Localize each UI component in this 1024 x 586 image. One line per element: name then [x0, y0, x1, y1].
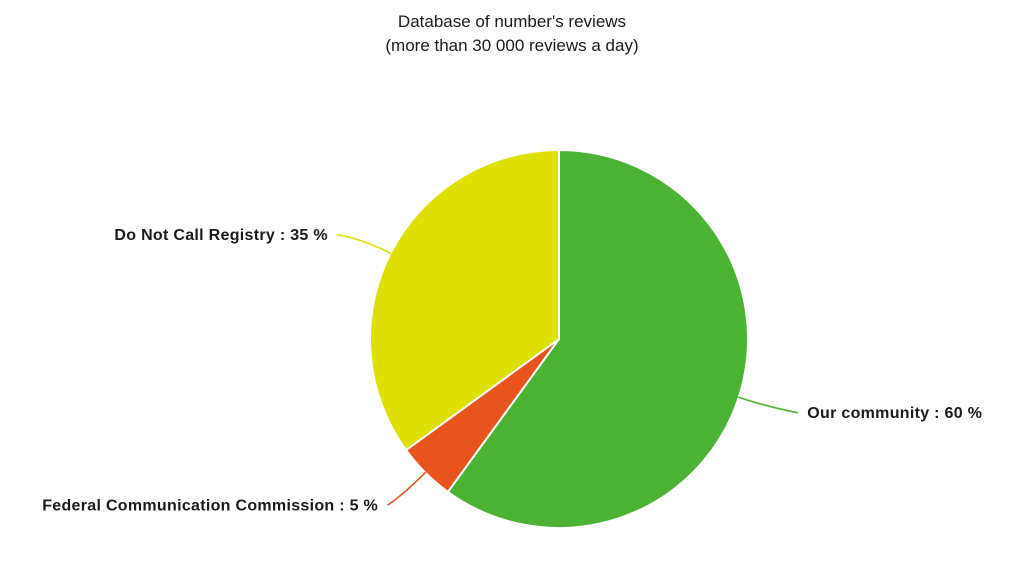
slice-label-our-community: Our community : 60 %: [807, 405, 982, 422]
chart-subtitle: (more than 30 000 reviews a day): [385, 36, 639, 55]
leader-line-our-community: [737, 396, 799, 414]
leader-line-do-not-call-registry: [337, 233, 392, 254]
chart-title: Database of number's reviews: [397, 12, 627, 31]
slice-label-do-not-call-registry: Do Not Call Registry : 35 %: [114, 227, 327, 244]
slice-label-federal-communication-commission: Federal Communication Commission : 5 %: [42, 497, 378, 514]
leader-line-federal-communication-commission: [387, 471, 427, 506]
